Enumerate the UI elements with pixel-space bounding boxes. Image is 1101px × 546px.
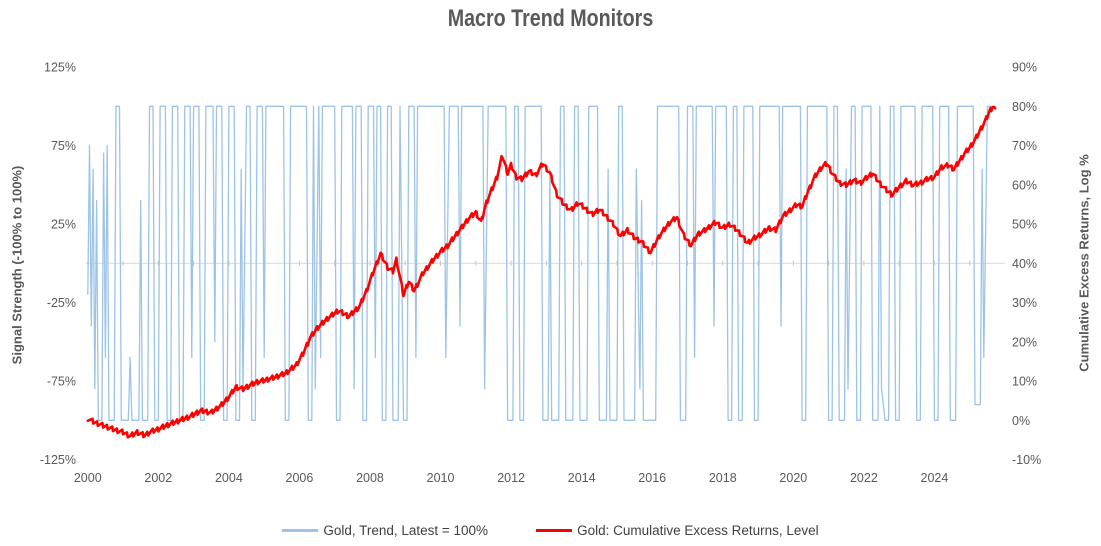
right-axis-tick-label: 80% [1012,100,1037,114]
right-axis-tick-label: 50% [1012,218,1037,232]
gold-cumulative-returns-series [86,105,997,439]
x-axis-tick-label: 2008 [356,471,384,485]
right-axis-tick-label: 30% [1012,296,1037,310]
gold-trend-line-swatch [282,529,319,532]
gold-trend-legend-label: Gold, Trend, Latest = 100% [323,523,489,538]
right-axis-tick-label: 20% [1012,335,1037,349]
x-axis-tick-label: 2002 [144,471,172,485]
x-axis-tick-label: 2020 [779,471,807,485]
gold-trend-series [87,105,995,421]
x-axis-tick-label: 2022 [850,471,878,485]
legend-item-gold-returns: Gold: Cumulative Excess Returns, Level [536,523,819,538]
left-axis-tick-label: 75% [51,139,76,153]
gold-returns-legend-label: Gold: Cumulative Excess Returns, Level [577,523,819,538]
x-axis-tick-label: 2018 [709,471,737,485]
right-axis-title: Cumulative Excess Returns, Log % [1076,154,1092,372]
right-axis-tick-label: 60% [1012,178,1037,192]
left-axis-tick-label: 25% [51,218,76,232]
gold-returns-line-swatch [536,529,573,532]
right-axis-tick-label: 90% [1012,61,1037,75]
x-axis-tick-label: 2016 [638,471,666,485]
x-axis-tick-label: 2006 [286,471,314,485]
left-axis-tick-label: 125% [44,61,76,75]
right-axis-tick-label: -10% [1012,453,1041,467]
right-axis-tick-label: 0% [1012,414,1030,428]
x-axis-tick-label: 2014 [568,471,596,485]
right-axis-tick-label: 70% [1012,139,1037,153]
x-axis-tick-label: 2012 [497,471,525,485]
legend: Gold, Trend, Latest = 100% Gold: Cumulat… [0,523,1101,538]
left-axis-tick-label: -125% [40,453,76,467]
x-axis-tick-label: 2024 [921,471,949,485]
right-axis-tick-label: 40% [1012,257,1037,271]
left-axis-tick-label: -75% [47,375,76,389]
x-axis-tick-label: 2000 [74,471,102,485]
left-axis-title: Signal Strength (-100% to 100%) [9,165,25,365]
right-axis-tick-label: 10% [1012,375,1037,389]
chart-title: Macro Trend Monitors [447,5,654,32]
x-axis-tick-label: 2010 [427,471,455,485]
legend-item-gold-trend: Gold, Trend, Latest = 100% [282,523,488,538]
x-axis-tick-label: 2004 [215,471,243,485]
left-axis-tick-label: -25% [47,296,76,310]
